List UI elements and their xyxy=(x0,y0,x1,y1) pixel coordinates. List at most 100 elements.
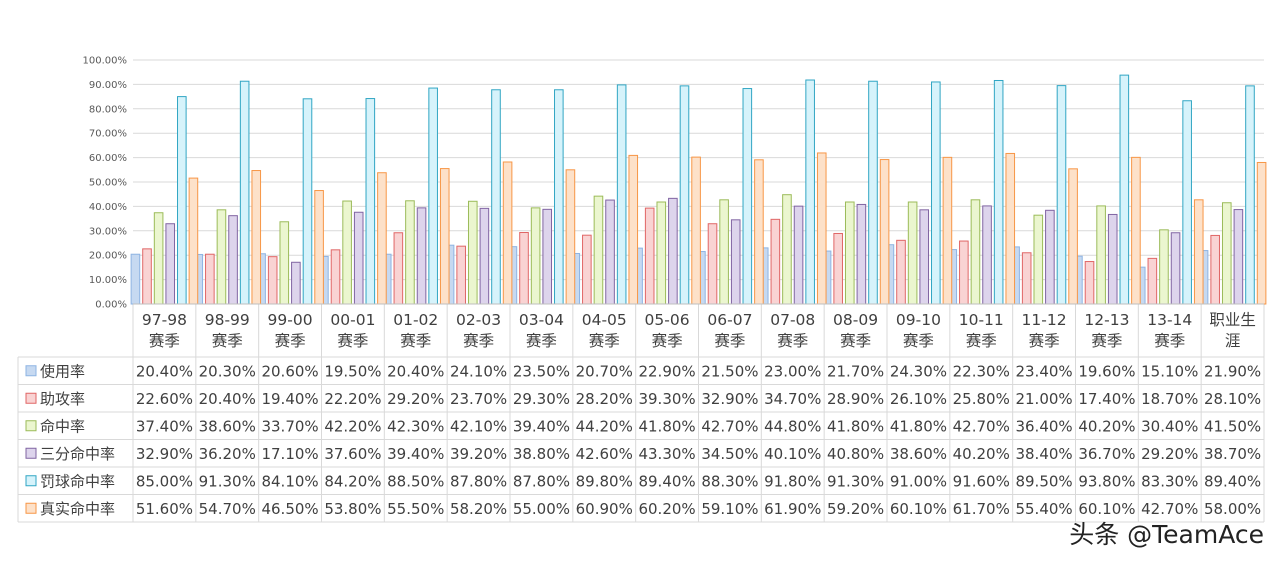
bar-6-2 xyxy=(251,170,262,305)
legend-swatch-4 xyxy=(25,447,37,459)
bar-5-15 xyxy=(1056,85,1067,305)
bar-4-15 xyxy=(1045,209,1055,305)
bar-6-3 xyxy=(314,190,324,305)
y-tick-label: 90.00% xyxy=(89,80,127,91)
category-label: 97-98 赛季 xyxy=(142,311,187,350)
bar-6-15 xyxy=(1068,168,1078,305)
bar-4-11 xyxy=(793,205,804,305)
bar-5-14 xyxy=(993,79,1004,305)
bar-2-4 xyxy=(330,249,341,305)
bar-5-12 xyxy=(868,80,878,305)
table-cell: 37.60% xyxy=(324,445,381,463)
category-label: 05-06 赛季 xyxy=(645,311,690,350)
legend-label-6: 真实命中率 xyxy=(40,500,115,518)
table-cell: 91.30% xyxy=(827,472,884,490)
bar-2-10 xyxy=(707,223,718,305)
bar-5-10 xyxy=(742,88,753,305)
category-label: 03-04 赛季 xyxy=(519,311,564,350)
table-cell: 20.70% xyxy=(576,362,633,380)
bar-6-10 xyxy=(754,159,764,305)
bar-3-1 xyxy=(153,212,164,305)
table-cell: 29.30% xyxy=(513,390,570,408)
bar-2-6 xyxy=(456,245,466,305)
bar-3-13 xyxy=(907,201,918,305)
bar-2-18 xyxy=(1210,234,1220,305)
table-cell: 39.20% xyxy=(450,445,507,463)
legend-label-3: 命中率 xyxy=(40,417,85,435)
bar-2-7 xyxy=(519,232,529,305)
bar-3-11 xyxy=(782,194,792,305)
bar-6-9 xyxy=(691,156,701,305)
bar-5-8 xyxy=(616,84,627,305)
bar-5-11 xyxy=(805,79,815,305)
bar-2-3 xyxy=(267,256,278,305)
table-cell: 91.80% xyxy=(764,472,821,490)
legend-label-2: 助攻率 xyxy=(40,390,85,408)
table-cell: 84.10% xyxy=(261,472,318,490)
table-cell: 39.40% xyxy=(387,445,444,463)
bar-6-16 xyxy=(1131,156,1141,305)
y-tick-label: 20.00% xyxy=(89,251,127,262)
table-cell: 23.70% xyxy=(450,390,507,408)
table-cell: 15.10% xyxy=(1141,362,1198,380)
table-cell: 40.20% xyxy=(953,445,1010,463)
table-cell: 59.20% xyxy=(827,500,884,518)
bar-4-6 xyxy=(479,207,490,305)
table-cell: 58.00% xyxy=(1204,500,1261,518)
legend-swatch-3 xyxy=(25,420,37,432)
table-cell: 23.40% xyxy=(1015,362,1072,380)
table-cell: 54.70% xyxy=(199,500,256,518)
table-cell: 28.20% xyxy=(576,390,633,408)
table-cell: 20.60% xyxy=(261,362,318,380)
bar-6-11 xyxy=(816,152,827,305)
table-cell: 59.10% xyxy=(701,500,758,518)
table-cell: 39.40% xyxy=(513,417,570,435)
table-cell: 91.00% xyxy=(890,472,947,490)
table-cell: 38.80% xyxy=(513,445,570,463)
bar-6-7 xyxy=(565,169,576,305)
legend-label-4: 三分命中率 xyxy=(40,445,115,463)
table-cell: 34.50% xyxy=(701,445,758,463)
table-cell: 87.80% xyxy=(513,472,570,490)
table-cell: 91.30% xyxy=(199,472,256,490)
table-cell: 46.50% xyxy=(261,500,318,518)
table-cell: 23.00% xyxy=(764,362,821,380)
table-cell: 60.20% xyxy=(638,500,695,518)
bar-2-17 xyxy=(1147,257,1158,305)
table-cell: 89.80% xyxy=(576,472,633,490)
table-cell: 89.40% xyxy=(1204,472,1261,490)
y-tick-label: 80.00% xyxy=(89,104,127,115)
bar-6-4 xyxy=(377,172,387,305)
table-cell: 19.40% xyxy=(261,390,318,408)
category-label: 00-01 赛季 xyxy=(330,311,375,350)
bar-6-17 xyxy=(1193,199,1204,305)
watermark-text: 头条 @TeamAce xyxy=(1069,520,1264,549)
table-cell: 17.10% xyxy=(261,445,318,463)
table-cell: 43.30% xyxy=(638,445,695,463)
legend-swatch-1 xyxy=(25,365,37,377)
category-label: 01-02 赛季 xyxy=(393,311,438,350)
bar-3-7 xyxy=(530,207,541,305)
table-cell: 85.00% xyxy=(136,472,193,490)
table-cell: 20.40% xyxy=(136,362,193,380)
table-cell: 41.80% xyxy=(827,417,884,435)
bar-2-1 xyxy=(142,248,152,305)
table-cell: 91.60% xyxy=(953,472,1010,490)
table-cell: 41.80% xyxy=(638,417,695,435)
bar-6-6 xyxy=(502,161,513,305)
legend-label-5: 罚球命中率 xyxy=(40,472,115,490)
category-label: 06-07 赛季 xyxy=(707,311,752,350)
table-cell: 22.60% xyxy=(136,390,193,408)
bar-3-14 xyxy=(970,199,981,305)
table-cell: 41.50% xyxy=(1204,417,1261,435)
table-cell: 17.40% xyxy=(1078,390,1135,408)
y-tick-label: 40.00% xyxy=(89,202,127,213)
bar-6-1 xyxy=(188,177,199,305)
bar-2-11 xyxy=(770,218,781,305)
bar-5-3 xyxy=(302,98,313,305)
bar-6-14 xyxy=(1005,152,1016,305)
bar-2-14 xyxy=(959,240,969,305)
table-cell: 89.50% xyxy=(1015,472,1072,490)
table-cell: 33.70% xyxy=(261,417,318,435)
y-tick-label: 70.00% xyxy=(89,129,127,140)
